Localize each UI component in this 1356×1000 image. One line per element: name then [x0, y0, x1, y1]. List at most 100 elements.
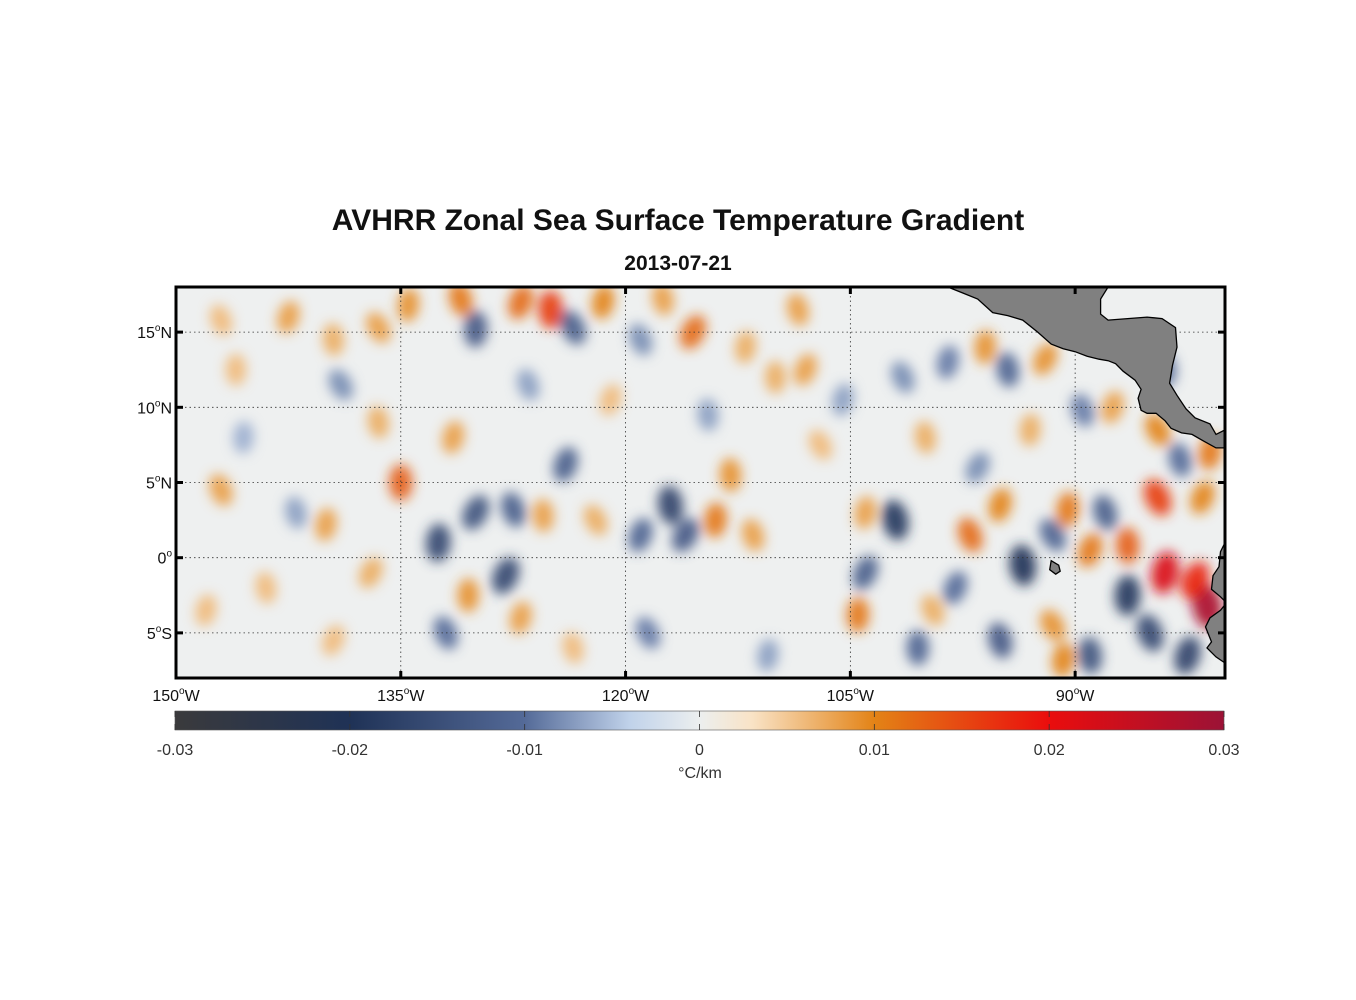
gradient-anomaly [635, 616, 661, 649]
gradient-anomaly [1092, 495, 1118, 531]
gradient-anomaly [225, 353, 247, 386]
gradient-anomaly [757, 639, 779, 672]
gradient-anomaly [328, 369, 354, 401]
lat-tick-label: 15oN [137, 323, 172, 342]
gradient-anomaly [1114, 575, 1141, 616]
gradient-anomaly [1077, 533, 1103, 568]
gradient-anomaly [741, 518, 765, 552]
gradient-anomaly [996, 352, 1020, 388]
gradient-anomaly [831, 383, 854, 416]
gradient-anomaly [881, 500, 909, 541]
colorbar-unit-label: °C/km [678, 765, 722, 782]
gradient-anomaly [974, 330, 997, 365]
gradient-anomaly [209, 304, 233, 336]
gradient-anomaly [562, 632, 584, 664]
gradient-anomaly [1051, 642, 1075, 678]
colorbar-tick-label: -0.03 [157, 742, 194, 759]
lon-tick-label: 150oW [152, 686, 200, 705]
gradient-anomaly [560, 310, 587, 345]
gradient-anomaly [1190, 480, 1215, 515]
gradient-anomaly [906, 630, 930, 666]
gradient-anomaly [462, 495, 490, 530]
gradient-anomaly [322, 323, 344, 356]
chart-subtitle: 2013-07-21 [624, 252, 732, 275]
gradient-anomaly [704, 502, 727, 538]
gradient-anomaly [671, 518, 700, 553]
gradient-anomaly [852, 555, 879, 590]
gradient-anomaly [433, 616, 458, 650]
gradient-anomaly [657, 485, 684, 525]
gradient-anomaly [1151, 551, 1180, 594]
gradient-anomaly [719, 458, 742, 492]
axis-ticks [174, 287, 1225, 678]
gradient-anomaly [965, 452, 990, 483]
gradient-anomaly [591, 287, 615, 320]
land-masses [947, 287, 1225, 664]
gradient-anomaly [734, 330, 757, 364]
lon-tick-label: 120oW [602, 686, 650, 705]
gradient-anomaly [652, 287, 674, 316]
colorbar-tick-label: -0.01 [506, 742, 543, 759]
gradient-anomaly [1040, 609, 1066, 642]
gradient-anomaly [697, 398, 719, 432]
lat-tick-label: 5oS [147, 624, 172, 643]
gradient-anomaly [599, 384, 622, 416]
lat-tick-label: 0o [158, 549, 173, 568]
gradient-anomaly [890, 361, 915, 393]
chart-title: AVHRR Zonal Sea Surface Temperature Grad… [331, 204, 1025, 237]
gradient-anomaly [1136, 614, 1164, 652]
gradient-anomaly [532, 499, 554, 533]
lat-tick-label: 5oN [146, 474, 172, 493]
gradient-anomaly [457, 578, 480, 613]
gradient-anomaly [1032, 343, 1058, 376]
gradient-anomaly [793, 353, 818, 386]
gradient-anomaly [679, 315, 707, 350]
gradient-anomaly [448, 287, 473, 317]
lon-tick-label: 90oW [1056, 686, 1095, 705]
gradient-anomaly [314, 508, 337, 542]
colorbar-tick-label: 0.02 [1034, 742, 1065, 759]
colorbar-tick-label: 0.01 [859, 742, 890, 759]
gradient-anomaly [786, 293, 810, 326]
gradient-anomaly [397, 288, 420, 322]
gradient-anomaly [389, 464, 413, 501]
gradient-anomaly [936, 345, 960, 379]
colorbar-tick-label: -0.02 [332, 742, 369, 759]
gradient-anomaly [1019, 413, 1041, 447]
gradient-anomaly [277, 300, 300, 334]
lon-tick-label: 135oW [377, 686, 425, 705]
gradient-anomaly [1144, 413, 1171, 447]
gradient-anomaly [1143, 479, 1172, 516]
gradient-anomaly [957, 517, 983, 553]
gradient-anomaly [367, 406, 389, 439]
gradient-anomaly [628, 518, 653, 553]
gradient-anomaly [1039, 518, 1066, 552]
gradient-anomaly [500, 492, 526, 528]
gradient-anomaly [914, 421, 936, 454]
gradient-anomaly [285, 496, 307, 529]
longitude-labels: 150oW 135oW 120oW 105oW 90oW [152, 686, 1095, 705]
land-galapagos [1048, 559, 1061, 575]
gradient-anomaly [987, 622, 1013, 659]
gradient-anomaly [553, 447, 578, 482]
lon-tick-label: 105oW [827, 686, 875, 705]
gradient-anomaly [628, 323, 653, 356]
gradient-anomaly [442, 421, 465, 454]
gradient-anomaly [509, 601, 532, 635]
gradient-anomaly [255, 571, 277, 604]
gradient-anomaly [988, 488, 1012, 523]
latitude-labels: 15oN 10oN 5oN 0o 5oS [137, 323, 172, 643]
gradient-anomaly [1168, 442, 1192, 477]
colorbar-tick-label: 0.03 [1208, 742, 1239, 759]
gradient-anomaly [808, 429, 833, 460]
gradient-anomaly [1070, 393, 1095, 427]
gradient-anomaly [1056, 492, 1080, 528]
sst-gradient-field [195, 287, 1223, 678]
gradient-anomaly [854, 496, 877, 530]
gradient-anomaly [365, 312, 391, 343]
gradient-anomaly [463, 310, 488, 348]
gradient-anomaly [195, 594, 217, 627]
gradient-anomaly [538, 290, 564, 329]
colorbar-tick-label: 0 [695, 742, 704, 759]
